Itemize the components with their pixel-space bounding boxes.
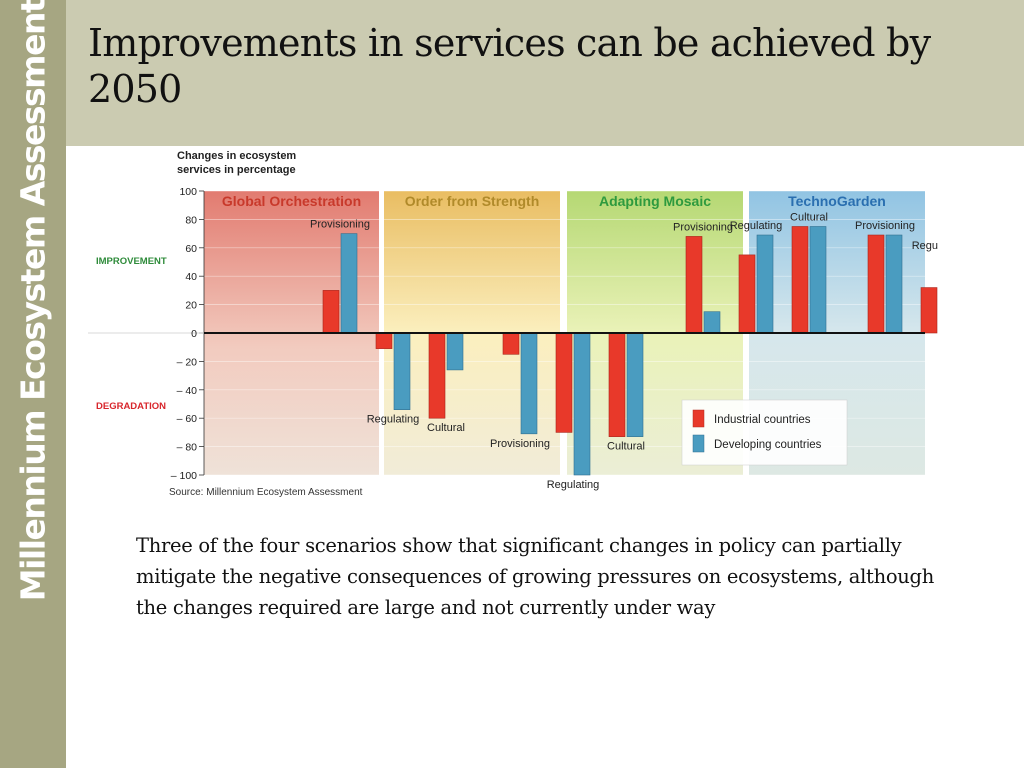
bar-industrial (608, 332, 626, 437)
bar-industrial (375, 332, 393, 349)
panel-title: Order from Strength (405, 193, 540, 209)
bar-developing (340, 233, 358, 334)
y-tick-label: – 100 (171, 470, 197, 482)
y-tick-label: 80 (185, 214, 197, 226)
bar-group-label: Provisioning (490, 438, 550, 450)
bar-developing (809, 226, 827, 334)
bar-developing (520, 332, 538, 435)
bar-group-label: Cultural (427, 422, 465, 434)
bar-industrial (322, 290, 340, 334)
chart-title-line-2: services in percentage (177, 164, 296, 176)
bar-group-label: Provisioning (310, 219, 370, 231)
legend-label-industrial: Industrial countries (714, 414, 811, 426)
improvement-label: IMPROVEMENT (96, 256, 167, 267)
chart-source: Source: Millennium Ecosystem Assessment (169, 487, 363, 498)
panel-title: Global Orchestration (222, 193, 361, 209)
bar-group-label: Cultural (607, 441, 645, 453)
page-title: Improvements in services can be achieved… (88, 21, 931, 111)
panel-title: TechnoGarden (788, 193, 886, 209)
bar-group-label: Regulating (547, 479, 600, 491)
bar-industrial (867, 234, 885, 334)
bar-group-label: Regulating (730, 220, 783, 232)
bar-group-label: Regulating (912, 240, 938, 252)
y-tick-label: 0 (191, 328, 197, 340)
bar-developing (626, 332, 644, 437)
legend-swatch-developing (692, 434, 705, 453)
panel-title: Adapting Mosaic (599, 193, 711, 209)
legend-box (681, 399, 848, 466)
bar-developing (393, 332, 411, 410)
y-tick-label: – 60 (177, 413, 198, 425)
bar-group-label: Regulating (367, 414, 420, 426)
y-tick-label: 60 (185, 243, 197, 255)
y-tick-label: – 40 (177, 385, 198, 397)
bar-group-label: Provisioning (673, 221, 733, 233)
bar-industrial (685, 236, 703, 334)
y-tick-label: 40 (185, 271, 197, 283)
bar-developing (756, 234, 774, 334)
slide-caption: Three of the four scenarios show that si… (136, 534, 934, 619)
bar-developing (703, 311, 721, 334)
bar-industrial (502, 332, 520, 355)
y-tick-label: – 80 (177, 442, 198, 454)
bar-industrial (555, 332, 573, 433)
bar-industrial (738, 254, 756, 334)
bar-industrial (428, 332, 446, 419)
chart-legend: Industrial countries Developing countrie… (681, 399, 848, 466)
side-brand-label: Millennium Ecosystem Assessment (13, 0, 53, 602)
chart-title-line-1: Changes in ecosystem (177, 150, 296, 162)
legend-swatch-industrial (692, 409, 705, 428)
bar-industrial (920, 287, 938, 334)
degradation-label: DEGRADATION (96, 401, 166, 412)
ecosystem-services-chart: Changes in ecosystem services in percent… (88, 150, 938, 498)
bar-developing (885, 234, 903, 334)
y-tick-label: – 20 (177, 356, 198, 368)
bar-developing (573, 332, 591, 476)
bar-group-label: Provisioning (855, 220, 915, 232)
y-tick-label: 20 (185, 300, 197, 312)
labels-layer: Global Orchestration Order from Strength A… (171, 186, 938, 491)
legend-label-developing: Developing countries (714, 439, 822, 451)
y-tick-label: 100 (179, 186, 197, 198)
bar-industrial (791, 226, 809, 334)
title-band (66, 0, 1024, 146)
side-band (0, 0, 66, 768)
bar-developing (446, 332, 464, 371)
bar-group-label: Cultural (790, 212, 828, 224)
